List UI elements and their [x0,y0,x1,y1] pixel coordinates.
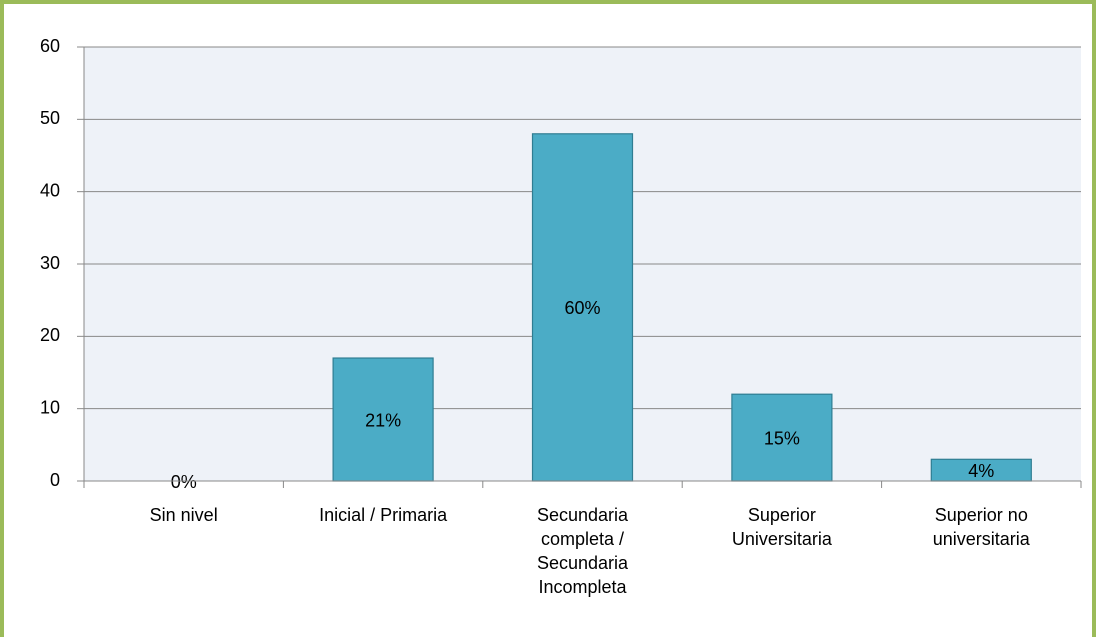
x-tick-label: Inicial / Primaria [319,505,448,525]
y-tick-label: 40 [40,180,60,200]
x-tick-label: Sin nivel [149,505,218,525]
x-tick-label: Superior Universitaria [731,505,832,549]
y-tick-label: 20 [40,325,60,345]
y-tick-label: 60 [40,36,60,56]
y-tick-label: 50 [40,108,60,128]
bar [731,393,833,482]
bar-label: 60% [564,298,600,318]
y-tick-label: 30 [40,253,60,273]
bar-label: 15% [764,428,800,448]
bar-label: 4% [968,461,994,481]
bar [531,133,634,482]
bar-label: 0% [171,472,197,492]
x-tick-label: Superior no universitaria [932,505,1030,549]
bar-label: 21% [365,410,401,430]
y-tick-label: 10 [40,397,60,417]
bar [332,357,434,482]
x-tick-label: Secundaria completa / Secundaria Incompl… [536,505,629,597]
y-tick-label: 0 [50,470,60,490]
